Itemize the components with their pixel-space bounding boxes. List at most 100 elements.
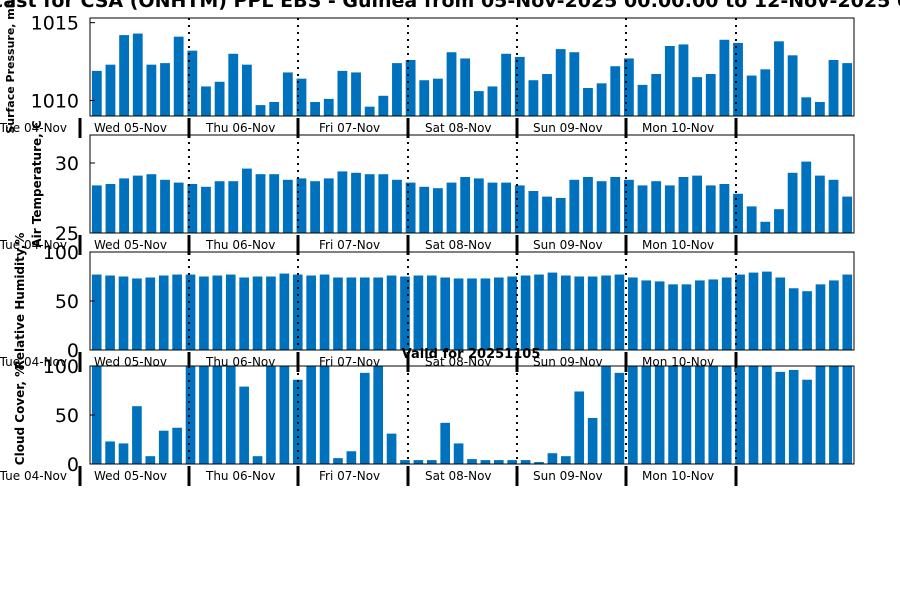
air-temperature-bar — [678, 177, 689, 233]
air-temperature-bar — [555, 198, 566, 233]
surface-pressure-bar — [241, 64, 252, 116]
air-temperature-bar — [746, 206, 757, 233]
surface-pressure-bar — [392, 63, 402, 116]
relative-humidity-bar — [373, 277, 383, 350]
surface-pressure-xtick-label: Mon 10-Nov — [642, 121, 714, 135]
air-temperature-bar — [487, 182, 498, 233]
relative-humidity-bar — [695, 280, 705, 350]
relative-humidity-bar — [802, 291, 812, 350]
relative-humidity-bar — [266, 276, 276, 350]
air-temperature-bar — [432, 188, 443, 233]
cloud-cover-bar — [815, 366, 826, 464]
cloud-cover-bar — [319, 366, 330, 464]
cloud-cover-bar — [493, 460, 504, 464]
surface-pressure-bar — [501, 53, 512, 116]
surface-pressure-bar — [187, 50, 198, 116]
air-temperature-bar — [801, 161, 812, 233]
air-temperature-ytick-label: 30 — [55, 153, 79, 175]
cloud-cover-bar — [306, 366, 316, 464]
cloud-cover-xtick-first: Tue 04-Nov — [0, 469, 67, 483]
relative-humidity-bar — [467, 278, 477, 350]
cloud-cover-xtick-label: Fri 07-Nov — [319, 469, 380, 483]
cloud-cover-bar — [252, 456, 263, 464]
surface-pressure-bar — [460, 58, 471, 116]
relative-humidity-bar — [520, 275, 531, 350]
cloud-cover-bar — [802, 379, 812, 464]
cloud-cover-bar — [266, 366, 276, 464]
cloud-cover-bar — [172, 427, 182, 464]
figure-title: Forecast for CSA (ONHTM) PPL EBS - Guine… — [0, 0, 900, 12]
surface-pressure-axes-frame — [89, 17, 855, 117]
surface-pressure-bar — [323, 98, 334, 116]
air-temperature-bar — [241, 168, 252, 233]
relative-humidity-bar — [534, 274, 544, 350]
air-temperature-bar — [173, 182, 184, 233]
surface-pressure-bar — [473, 91, 484, 116]
relative-humidity-ytick-label: 0 — [67, 340, 79, 362]
surface-pressure-bar — [419, 80, 430, 116]
cloud-cover-bar — [587, 417, 598, 464]
air-temperature-bar — [501, 182, 512, 233]
surface-pressure-bar — [514, 56, 525, 116]
cloud-cover-bar — [641, 366, 652, 464]
relative-humidity-bar — [386, 275, 397, 350]
surface-pressure-bar — [705, 74, 716, 116]
relative-humidity-bar — [614, 274, 625, 350]
relative-humidity-bar — [668, 284, 678, 350]
air-temperature-bar — [596, 181, 607, 233]
air-temperature-bar — [132, 175, 143, 233]
relative-humidity-bar — [748, 272, 759, 350]
surface-pressure-bar — [651, 74, 662, 116]
cloud-cover-bar — [748, 366, 759, 464]
surface-pressure-bar — [692, 77, 703, 116]
air-temperature-bar — [828, 179, 839, 233]
surface-pressure-bar — [337, 70, 348, 116]
air-temperature-bar — [378, 174, 389, 233]
relative-humidity-ylabel: Relative Humidity,% — [13, 233, 27, 370]
cloud-cover-bar — [346, 451, 357, 464]
cloud-cover-bar — [601, 366, 611, 464]
air-temperature-xtick-label: Sun 09-Nov — [533, 238, 603, 252]
air-temperature-bar — [419, 186, 430, 233]
relative-humidity-bar — [158, 275, 169, 350]
air-temperature-ylabel: Air Temperature, C — [30, 120, 44, 248]
surface-pressure-bar — [719, 39, 730, 116]
air-temperature-bar — [528, 191, 539, 233]
cloud-cover-bar — [654, 366, 665, 464]
relative-humidity-bar — [601, 275, 611, 350]
air-temperature-bar — [146, 174, 157, 233]
surface-pressure-bar — [487, 86, 498, 116]
cloud-cover-bar — [413, 460, 424, 464]
relative-humidity-bar — [829, 280, 839, 350]
air-temperature-bar — [105, 184, 116, 233]
air-temperature-bar — [392, 179, 402, 233]
air-temperature-bar — [623, 179, 634, 233]
relative-humidity-bar — [574, 276, 585, 350]
air-temperature-bar — [705, 185, 716, 233]
air-temperature-bar — [473, 178, 484, 233]
surface-pressure-bar — [760, 69, 771, 116]
cloud-cover-bar — [681, 366, 692, 464]
surface-pressure-bar — [364, 106, 375, 116]
surface-pressure-bar — [555, 49, 566, 116]
cloud-cover-panel-title: Valid for 20251105 — [402, 347, 541, 362]
air-temperature-bar — [337, 171, 348, 233]
air-temperature-bar — [446, 182, 457, 233]
relative-humidity-bar — [132, 278, 142, 350]
air-temperature-bar — [296, 178, 307, 233]
cloud-cover-bar — [440, 422, 451, 464]
cloud-cover-bar — [668, 366, 678, 464]
air-temperature-bar — [814, 175, 825, 233]
relative-humidity-bar — [628, 277, 638, 350]
air-temperature-bar — [651, 181, 662, 233]
relative-humidity-bar — [721, 277, 732, 350]
air-temperature-bar — [214, 181, 225, 233]
surface-pressure-bar — [296, 78, 307, 116]
surface-pressure-xtick-label: Fri 07-Nov — [319, 121, 380, 135]
cloud-cover-bar — [400, 460, 410, 464]
relative-humidity-bar — [480, 278, 491, 350]
surface-pressure-bar — [269, 102, 280, 116]
relative-humidity-bar — [252, 276, 263, 350]
cloud-cover-bar — [480, 460, 491, 464]
